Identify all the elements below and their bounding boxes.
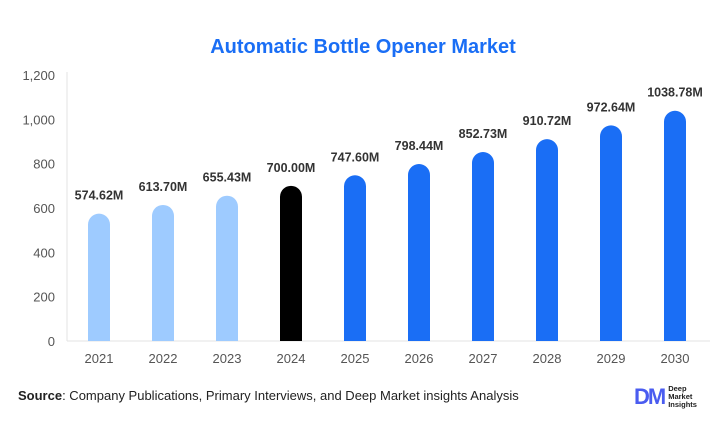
data-label: 747.60M bbox=[331, 150, 380, 164]
logo-line: Market bbox=[668, 392, 693, 401]
y-tick-label: 400 bbox=[33, 245, 55, 260]
source-label: Source bbox=[18, 388, 63, 403]
bar-2021 bbox=[88, 213, 110, 341]
x-tick-label: 2025 bbox=[341, 351, 370, 366]
data-label: 910.72M bbox=[523, 114, 572, 128]
chart-title: Automatic Bottle Opener Market bbox=[210, 36, 516, 58]
data-label: 613.70M bbox=[139, 180, 188, 194]
x-tick-label: 2024 bbox=[277, 351, 306, 366]
x-tick-label: 2021 bbox=[85, 351, 114, 366]
data-label: 655.43M bbox=[203, 171, 252, 185]
x-tick-label: 2023 bbox=[213, 351, 242, 366]
logo-mark: DM bbox=[634, 384, 666, 409]
data-label: 852.73M bbox=[459, 127, 508, 141]
x-tick-label: 2027 bbox=[469, 351, 498, 366]
bar-2027 bbox=[472, 151, 494, 341]
bar-2028 bbox=[536, 139, 558, 341]
y-tick-label: 200 bbox=[33, 290, 55, 305]
y-tick-label: 1,200 bbox=[22, 68, 55, 83]
y-tick-label: 800 bbox=[33, 157, 55, 172]
bar-2026 bbox=[408, 164, 430, 341]
y-tick-label: 1,000 bbox=[22, 112, 55, 127]
data-label: 798.44M bbox=[395, 139, 444, 153]
logo-line: Insights bbox=[668, 400, 697, 409]
bar-chart: 0 200 400 600 800 1,000 1,200 574.62M 2021 613.70… bbox=[22, 68, 710, 366]
logo-line: Deep bbox=[668, 384, 687, 393]
data-label: 1038.78M bbox=[647, 86, 703, 100]
source-text: : Company Publications, Primary Intervie… bbox=[62, 388, 519, 403]
y-tick-label: 0 bbox=[48, 334, 55, 349]
bar-2023 bbox=[216, 195, 238, 341]
data-label: 574.62M bbox=[75, 189, 124, 203]
bar-2022 bbox=[152, 204, 174, 341]
y-tick-label: 600 bbox=[33, 201, 55, 216]
bar-2030 bbox=[664, 110, 686, 342]
x-tick-label: 2022 bbox=[149, 351, 178, 366]
logo: DM Deep Market Insights bbox=[634, 384, 697, 410]
data-label: 972.64M bbox=[587, 100, 636, 114]
x-tick-label: 2029 bbox=[597, 351, 626, 366]
bar-2029 bbox=[600, 125, 622, 342]
x-tick-label: 2030 bbox=[661, 351, 690, 366]
source-note: Source: Company Publications, Primary In… bbox=[18, 388, 519, 403]
x-tick-label: 2028 bbox=[533, 351, 562, 366]
x-tick-label: 2026 bbox=[405, 351, 434, 366]
bar-2025 bbox=[344, 175, 366, 341]
data-label: 700.00M bbox=[267, 161, 316, 175]
bar-2024 bbox=[280, 185, 302, 341]
